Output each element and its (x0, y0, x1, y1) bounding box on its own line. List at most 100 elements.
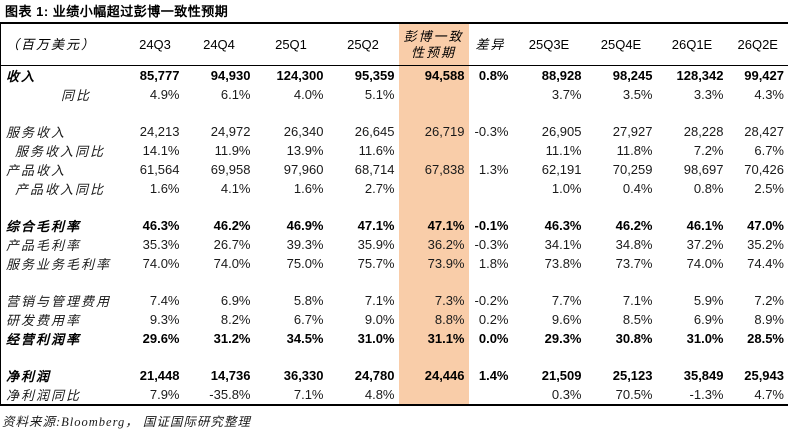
value-cell: 7.2% (693, 143, 724, 158)
spacer-cell (127, 348, 184, 366)
value-cell: 70,426 (744, 162, 784, 177)
value-cell: 2.7% (364, 181, 395, 196)
consensus-value-cell: 31.1% (398, 329, 469, 348)
spacer-cell (513, 198, 586, 216)
row-label: 产品毛利率 (6, 238, 82, 253)
value-cell: 74.0% (142, 256, 180, 271)
value-cell: 6.1% (220, 87, 251, 102)
value-cell: 70.5% (615, 387, 653, 402)
spacer-cell (184, 198, 255, 216)
value-cell: 75.0% (286, 256, 324, 271)
value-cell: 7.9% (149, 387, 180, 402)
table-row: 经营利润率 29.6% 31.2% 34.5% 31.0% 31.1% 0.0% 29.3% 3… (1, 329, 788, 348)
value-cell: 29.3% (544, 331, 582, 346)
spacer-cell (398, 273, 469, 291)
row-label: 服务业务毛利率 (6, 257, 112, 272)
value-cell: 24,780 (354, 368, 395, 383)
value-cell: 98,697 (683, 162, 724, 177)
column-header: 26Q1E (656, 24, 728, 66)
spacer-cell (127, 104, 184, 122)
value-cell: 47.0% (747, 218, 784, 233)
spacer-cell (328, 104, 399, 122)
row-label: 净利润 (6, 369, 52, 384)
spacer-cell (728, 273, 788, 291)
value-cell: 46.9% (286, 218, 324, 233)
value-cell: 6.9% (693, 312, 724, 327)
value-cell: 6.7% (754, 143, 784, 158)
value-cell: 46.3% (142, 218, 180, 233)
column-header: 差异 (468, 24, 513, 66)
column-header: 25Q3E (512, 24, 586, 66)
value-cell: 4.0% (293, 87, 324, 102)
value-cell: 5.8% (293, 293, 324, 308)
value-cell (469, 179, 513, 198)
value-cell: 1.6% (149, 181, 180, 196)
row-label: 营销与管理费用 (6, 294, 112, 309)
value-cell: 3.7% (551, 87, 582, 102)
value-cell: 28,427 (744, 124, 784, 139)
value-cell: 0.3% (551, 387, 582, 402)
value-cell: 13.9% (286, 143, 324, 158)
consensus-value-cell: 7.3% (398, 291, 469, 310)
value-cell: 1.4% (478, 368, 509, 383)
value-cell: 35.9% (357, 237, 395, 252)
consensus-value-cell: 94,588 (398, 65, 469, 85)
value-cell: 97,960 (283, 162, 324, 177)
value-cell: 14,736 (210, 368, 251, 383)
value-cell (469, 141, 513, 160)
spacer-cell (328, 348, 399, 366)
spacer-cell (586, 198, 657, 216)
value-cell: -0.3% (474, 237, 509, 252)
value-cell: 0.0% (478, 331, 509, 346)
spacer-cell (184, 273, 255, 291)
value-cell: 99,427 (744, 68, 784, 83)
spacer-cell (398, 198, 469, 216)
spacer-cell (255, 348, 328, 366)
value-cell: 85,777 (139, 68, 180, 83)
value-cell: 3.5% (622, 87, 653, 102)
column-header: 24Q4 (183, 24, 255, 66)
row-label: 同比 (61, 88, 92, 103)
value-cell: 4.1% (220, 181, 251, 196)
value-cell: 39.3% (286, 237, 324, 252)
spacer-cell (469, 198, 513, 216)
spacer-cell (469, 273, 513, 291)
consensus-value-cell: 26,719 (398, 122, 469, 141)
table-row: 产品收入 61,564 69,958 97,960 68,714 67,838 1.3% 62… (1, 160, 788, 179)
value-cell: 46.1% (686, 218, 724, 233)
value-cell: 34.1% (544, 237, 582, 252)
value-cell: 88,928 (541, 68, 582, 83)
table-row: 净利润同比 7.9% -35.8% 7.1% 4.8% 0.3% 70.5% -1.3% 4.7… (1, 385, 788, 405)
value-cell: 4.8% (364, 387, 395, 402)
value-cell: 21,448 (139, 368, 180, 383)
spacer-cell (513, 104, 586, 122)
value-cell: 124,300 (276, 68, 324, 83)
value-cell: 7.7% (551, 293, 582, 308)
value-cell: 35.2% (747, 237, 784, 252)
table-row: 收入 85,777 94,930 124,300 95,359 94,588 0.8% 88,… (1, 65, 788, 85)
value-cell: 26.7% (213, 237, 251, 252)
spacer-cell (328, 273, 399, 291)
value-cell: 0.8% (693, 181, 724, 196)
consensus-value-cell: 24,446 (398, 366, 469, 385)
value-cell: 11.9% (214, 143, 251, 158)
consensus-value-cell (398, 385, 469, 405)
value-cell: 35.3% (142, 237, 180, 252)
value-cell: 21,509 (541, 368, 582, 383)
value-cell: 7.4% (149, 293, 180, 308)
value-cell: -0.2% (474, 293, 509, 308)
header-row: （百万美元） 24Q3 24Q4 25Q1 25Q2 彭博一致性预期 差异 25Q3E 25Q4… (0, 24, 788, 66)
consensus-table: （百万美元） 24Q3 24Q4 25Q1 25Q2 彭博一致性预期 差异 25Q3E 25Q4… (0, 24, 788, 406)
value-cell: 68,714 (354, 162, 395, 177)
spacer-cell (328, 198, 399, 216)
value-cell: 14.1% (142, 143, 180, 158)
value-cell: 4.7% (754, 387, 784, 402)
value-cell: 35,849 (683, 368, 724, 383)
value-cell: 94,930 (210, 68, 251, 83)
title-rule (0, 22, 788, 24)
value-cell: 74.0% (686, 256, 724, 271)
consensus-value-cell (398, 85, 469, 104)
table-row: 净利润 21,448 14,736 36,330 24,780 24,446 1.4% 21,… (1, 366, 788, 385)
spacer-cell (184, 348, 255, 366)
spacer-cell (255, 198, 328, 216)
